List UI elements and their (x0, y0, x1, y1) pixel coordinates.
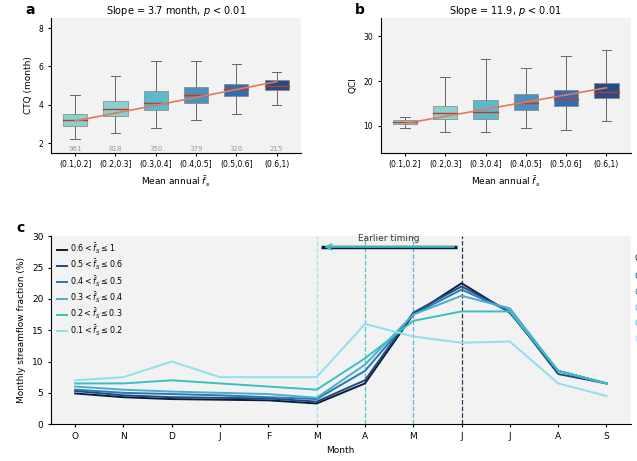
Bar (264, 80, 289, 90)
Legend: $0.6 < \bar{f}_S \leq 1$, $0.5 < \bar{f}_S \leq 0.6$, $0.4 < \bar{f}_S \leq 0.5$: $0.6 < \bar{f}_S \leq 1$, $0.5 < \bar{f}… (55, 240, 125, 339)
X-axis label: Month: Month (327, 446, 355, 455)
Bar (63, 114, 87, 126)
X-axis label: Mean annual $\bar{f}_s$: Mean annual $\bar{f}_s$ (141, 175, 211, 189)
Y-axis label: QCI: QCI (349, 77, 358, 94)
Text: 215: 215 (270, 146, 283, 152)
Bar (514, 95, 538, 110)
Bar (224, 83, 248, 96)
Text: 379: 379 (189, 146, 203, 152)
Bar (554, 90, 578, 106)
Text: 350: 350 (149, 146, 162, 152)
Bar (144, 91, 168, 111)
Bar (433, 106, 457, 119)
Y-axis label: CTQ (month): CTQ (month) (24, 57, 33, 114)
Title: Slope = 3.7 month, $p$ < 0.01: Slope = 3.7 month, $p$ < 0.01 (106, 5, 246, 18)
Text: QCI = 16.6: QCI = 16.6 (636, 254, 637, 263)
Text: QCI = 14.4: QCI = 14.4 (636, 304, 637, 313)
Text: QCI = 15.6: QCI = 15.6 (636, 272, 637, 282)
Bar (473, 100, 497, 119)
Text: QCI = 13.3: QCI = 13.3 (636, 319, 637, 328)
Title: Slope = 11.9, $p$ < 0.01: Slope = 11.9, $p$ < 0.01 (449, 5, 562, 18)
Text: b: b (355, 3, 365, 17)
Text: 326: 326 (230, 146, 243, 152)
Text: QCI = 10.7: QCI = 10.7 (636, 335, 637, 344)
Text: c: c (16, 221, 24, 235)
Text: 818: 818 (109, 146, 122, 152)
Bar (393, 120, 417, 124)
Text: Earlier timing: Earlier timing (359, 234, 420, 242)
Y-axis label: Monthly streamflow fraction (%): Monthly streamflow fraction (%) (17, 257, 26, 403)
Bar (103, 101, 127, 116)
X-axis label: Mean annual $\bar{f}_s$: Mean annual $\bar{f}_s$ (471, 175, 540, 189)
Text: QCI = 15.2: QCI = 15.2 (636, 288, 637, 297)
Text: 961: 961 (68, 146, 82, 152)
Bar (594, 83, 619, 98)
Text: a: a (25, 3, 35, 17)
Bar (184, 88, 208, 103)
